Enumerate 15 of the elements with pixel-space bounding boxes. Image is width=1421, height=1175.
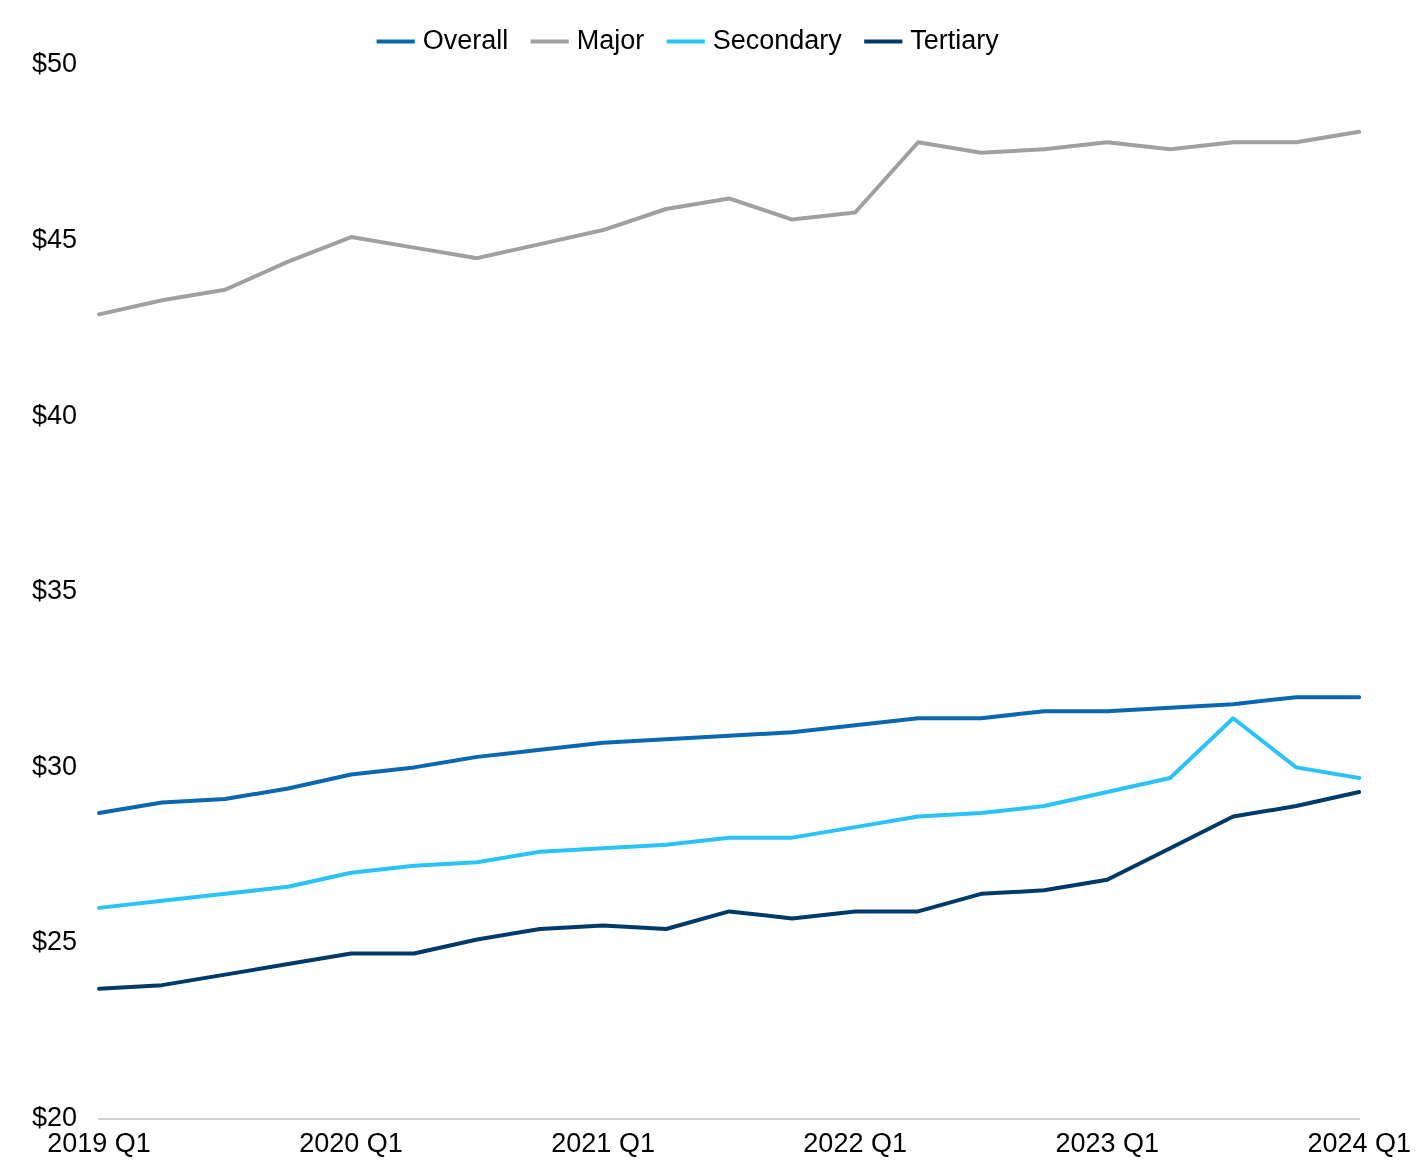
- x-tick-label: 2023 Q1: [1055, 1128, 1159, 1159]
- y-tick-label: $30: [31, 750, 78, 781]
- x-tick-label: 2024 Q1: [1307, 1128, 1412, 1159]
- y-tick-label: $35: [31, 575, 78, 606]
- legend-label: Overall: [422, 24, 509, 55]
- y-tick-label: $50: [31, 48, 78, 79]
- legend-label: Major: [576, 24, 645, 55]
- legend-label: Tertiary: [910, 24, 1000, 55]
- x-tick-label: 2021 Q1: [551, 1128, 655, 1159]
- x-tick-label: 2022 Q1: [803, 1128, 907, 1159]
- x-tick-label: 2020 Q1: [299, 1128, 403, 1159]
- legend-label: Secondary: [712, 24, 843, 55]
- y-tick-label: $25: [31, 926, 78, 957]
- y-tick-label: $45: [31, 224, 78, 255]
- y-tick-label: $40: [31, 399, 78, 430]
